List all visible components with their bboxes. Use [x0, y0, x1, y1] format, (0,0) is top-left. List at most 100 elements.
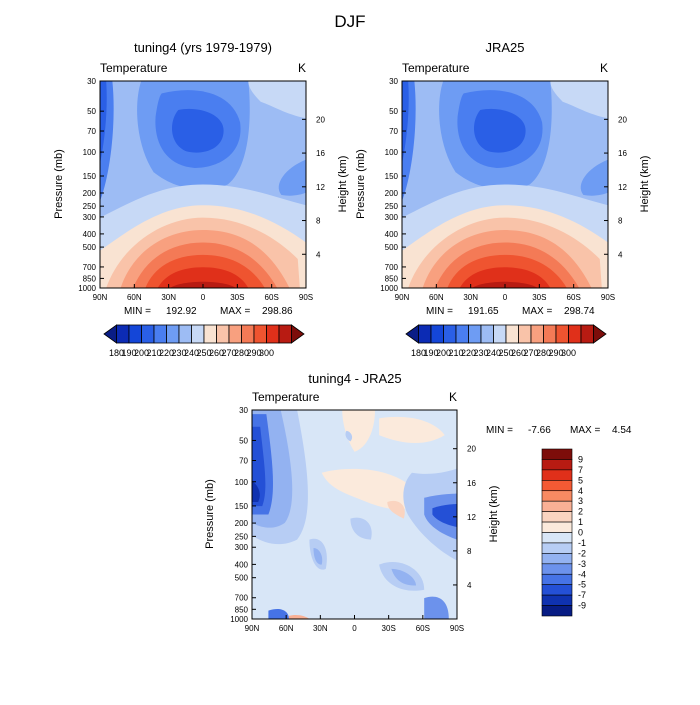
y-tick-label: 70	[239, 457, 248, 466]
colorbar-swatch	[405, 324, 419, 344]
colorbar-swatch	[493, 324, 507, 344]
panel-difference: tuning4 - JRA25 Temperature K 3050701001…	[204, 371, 632, 633]
right-tick-label: 4	[316, 250, 321, 259]
colorbar-tick-label: -2	[578, 548, 586, 558]
min-value: 192.92	[166, 306, 197, 317]
colorbar-swatch	[541, 469, 573, 481]
colorbar-swatch	[128, 324, 142, 344]
colorbar-tick-label: 240	[184, 348, 199, 358]
contour-band	[391, 568, 416, 586]
colorbar-tick-label: 220	[461, 348, 476, 358]
y-tick-label: 500	[235, 574, 249, 583]
x-tick-label: 0	[503, 293, 508, 302]
colorbar-tick-label: 280	[234, 348, 249, 358]
y-tick-label: 150	[83, 172, 97, 181]
contour-band	[424, 596, 449, 619]
y-tick-label: 250	[235, 532, 249, 541]
y-tick-label: 150	[235, 502, 249, 511]
colorbar-swatch	[153, 324, 167, 344]
colorbar-tick-label: 270	[221, 348, 236, 358]
colorbar-tick-label: 190	[121, 348, 136, 358]
contour-band	[402, 81, 409, 164]
colorbar-swatch	[228, 324, 242, 344]
x-tick-label: 30S	[532, 293, 546, 302]
variable-label: Temperature	[402, 61, 470, 75]
colorbar-swatch	[541, 511, 573, 523]
right-axis-title: Height (km)	[488, 486, 500, 543]
colorbar-swatch	[116, 324, 130, 344]
contour-band	[171, 108, 224, 153]
y-tick-label: 500	[83, 243, 97, 252]
y-tick-label: 250	[83, 202, 97, 211]
contour-band	[387, 500, 405, 519]
colorbar-tick-label: 200	[436, 348, 451, 358]
colorbar-swatch	[530, 324, 544, 344]
panel-model: tuning4 (yrs 1979-1979) Temperature K 30…	[53, 40, 349, 358]
panel-reanalysis: JRA25 Temperature K 30507010015020025030…	[355, 40, 651, 358]
y-tick-label: 150	[385, 172, 399, 181]
colorbar-tick-label: 270	[523, 348, 538, 358]
colorbar-tick-label: 280	[536, 348, 551, 358]
right-axis-title: Height (km)	[639, 156, 651, 213]
contour-band	[268, 609, 289, 619]
right-tick-label: 12	[467, 513, 476, 522]
colorbar-tick-label: 5	[578, 475, 583, 485]
contour-field	[100, 81, 306, 288]
y-tick-label: 1000	[230, 615, 248, 624]
panel-title: tuning4 - JRA25	[308, 371, 401, 386]
colorbar-swatch	[541, 490, 573, 502]
panel-title: tuning4 (yrs 1979-1979)	[134, 40, 272, 55]
right-tick-label: 8	[618, 217, 623, 226]
contour-band	[550, 81, 608, 119]
y-tick-label: 50	[389, 107, 398, 116]
max-label: MAX =	[522, 306, 552, 317]
y-tick-label: 300	[385, 213, 399, 222]
y-tick-label: 50	[87, 107, 96, 116]
colorbar-tick-label: -4	[578, 569, 586, 579]
x-tick-label: 90S	[601, 293, 615, 302]
colorbar-swatch	[541, 573, 573, 585]
colorbar-swatch	[541, 459, 573, 471]
contour-band	[157, 267, 249, 288]
y-tick-label: 400	[83, 230, 97, 239]
colorbar-tick-label: 250	[196, 348, 211, 358]
right-tick-label: 16	[316, 149, 325, 158]
x-tick-label: 0	[201, 293, 206, 302]
right-axis-title: Height (km)	[337, 156, 349, 213]
y-tick-label: 50	[239, 436, 248, 445]
colorbar-tick-label: 200	[134, 348, 149, 358]
y-tick-label: 700	[83, 263, 97, 272]
x-tick-label: 60N	[279, 624, 294, 633]
y-tick-label: 850	[385, 274, 399, 283]
right-tick-label: 4	[618, 250, 623, 259]
contour-band	[321, 468, 421, 510]
x-tick-label: 90S	[299, 293, 313, 302]
contour-band	[473, 108, 526, 153]
colorbar-swatch	[103, 324, 117, 344]
y-tick-label: 500	[385, 243, 399, 252]
x-tick-label: 30S	[230, 293, 244, 302]
y-tick-label: 250	[385, 202, 399, 211]
colorbar-swatch	[178, 324, 192, 344]
colorbar-tick-label: 3	[578, 496, 583, 506]
colorbar-swatch	[593, 324, 607, 344]
y-tick-label: 1000	[380, 284, 398, 293]
colorbar-tick-label: 250	[498, 348, 513, 358]
max-value: 298.74	[564, 306, 595, 317]
colorbar-tick-label: -7	[578, 590, 586, 600]
right-tick-label: 12	[618, 183, 627, 192]
y-axis-title: Pressure (mb)	[53, 149, 65, 219]
colorbar-swatch	[468, 324, 482, 344]
colorbar-swatch	[166, 324, 180, 344]
y-tick-label: 70	[389, 127, 398, 136]
y-tick-label: 400	[385, 230, 399, 239]
colorbar-swatch	[443, 324, 457, 344]
contour-band	[248, 81, 306, 119]
x-tick-label: 30N	[313, 624, 328, 633]
x-tick-label: 60S	[416, 624, 430, 633]
